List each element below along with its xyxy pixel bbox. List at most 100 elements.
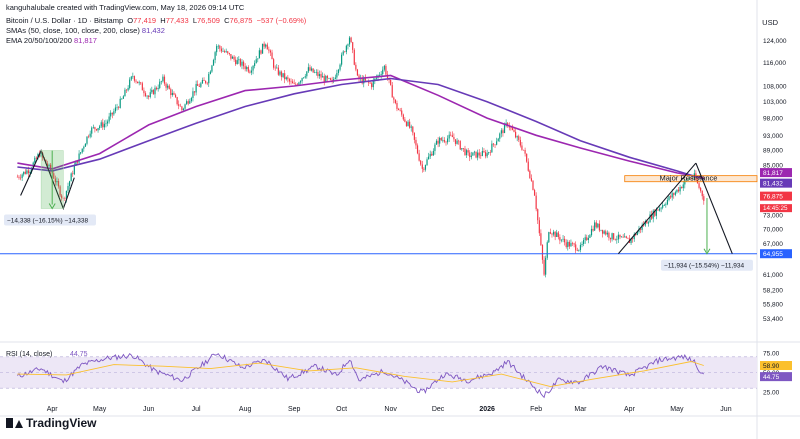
candle-body bbox=[649, 214, 651, 223]
candle-body bbox=[249, 71, 251, 73]
candle-body bbox=[462, 148, 465, 149]
candle-body bbox=[16, 176, 18, 178]
candle-body bbox=[322, 76, 324, 78]
candle-body bbox=[597, 223, 599, 228]
candle-body bbox=[407, 121, 409, 126]
candle-body bbox=[53, 173, 55, 179]
candle-body bbox=[143, 90, 145, 94]
candle-body bbox=[459, 141, 461, 150]
candle-body bbox=[480, 155, 482, 157]
time-tick-label: Jul bbox=[192, 406, 201, 413]
candle-body bbox=[601, 229, 604, 234]
candle-body bbox=[238, 59, 240, 61]
candle-body bbox=[492, 143, 495, 145]
rsi-line bbox=[17, 353, 705, 399]
candle-body bbox=[170, 89, 172, 96]
candle-body bbox=[429, 153, 431, 157]
price-label: 64,955 bbox=[763, 251, 783, 258]
candle-body bbox=[165, 83, 167, 88]
candle-body bbox=[171, 93, 173, 96]
candle-body bbox=[186, 101, 188, 105]
candle-body bbox=[312, 68, 314, 73]
candle-body bbox=[250, 70, 253, 73]
candle-body bbox=[636, 231, 638, 236]
candle-body bbox=[399, 110, 401, 111]
candle-body bbox=[573, 243, 575, 245]
candle-body bbox=[116, 107, 118, 109]
rsi-value: 44.75 bbox=[763, 374, 780, 381]
candle-body bbox=[655, 209, 657, 216]
candle-body bbox=[344, 51, 346, 53]
candle-body bbox=[269, 50, 272, 53]
candle-body bbox=[665, 204, 667, 206]
candle-body bbox=[564, 238, 566, 243]
credit-text: kanguhalubale created with TradingView.c… bbox=[6, 3, 245, 12]
symbol-header: Bitcoin / U.S. Dollar · 1D · Bitstamp O7… bbox=[6, 16, 306, 25]
candle-body bbox=[537, 209, 539, 221]
candle-body bbox=[586, 237, 588, 240]
candle-body bbox=[559, 237, 561, 241]
measure-2-label: −11,934 (−15.54%) −11,934 bbox=[664, 263, 745, 270]
candle-body bbox=[530, 178, 533, 181]
candle-body bbox=[301, 78, 303, 82]
candle-body bbox=[674, 192, 676, 195]
candle-body bbox=[690, 178, 692, 179]
candle-body bbox=[609, 237, 612, 240]
candle-body bbox=[138, 82, 140, 84]
candle-body bbox=[546, 242, 548, 258]
candle-body bbox=[510, 127, 512, 129]
candle-body bbox=[372, 80, 374, 88]
candle-body bbox=[576, 250, 578, 251]
candle-body bbox=[159, 81, 161, 89]
candle-body bbox=[442, 140, 444, 141]
candle-body bbox=[151, 89, 153, 93]
candle-body bbox=[266, 44, 268, 50]
rsi-tick-label: 25.00 bbox=[763, 390, 780, 397]
candle-body bbox=[361, 77, 363, 84]
countdown-label: 14:45:25 bbox=[763, 205, 788, 212]
candle-body bbox=[538, 220, 540, 234]
candle-body bbox=[658, 208, 661, 211]
candle-body bbox=[198, 85, 200, 87]
candle-body bbox=[178, 104, 180, 106]
candle-body bbox=[111, 112, 113, 115]
candle-body bbox=[409, 121, 411, 128]
candle-body bbox=[484, 152, 487, 157]
candle-body bbox=[587, 237, 589, 240]
candle-body bbox=[358, 75, 360, 80]
candle-body bbox=[385, 65, 387, 75]
candle-body bbox=[500, 130, 502, 134]
candle-body bbox=[113, 111, 115, 115]
candle-body bbox=[491, 143, 493, 153]
candle-body bbox=[155, 87, 158, 90]
candle-body bbox=[698, 183, 700, 188]
candle-body bbox=[328, 78, 330, 79]
candle-body bbox=[668, 196, 670, 201]
candle-body bbox=[114, 107, 117, 112]
candle-body bbox=[24, 171, 26, 174]
candle-body bbox=[567, 241, 569, 248]
rsi-label: RSI (14, close) bbox=[6, 351, 52, 358]
candle-body bbox=[353, 49, 355, 65]
candle-body bbox=[326, 75, 328, 79]
candle-body bbox=[486, 153, 488, 157]
candle-body bbox=[632, 238, 634, 240]
candle-body bbox=[236, 60, 238, 65]
candle-body bbox=[197, 83, 199, 86]
candle-body bbox=[488, 152, 490, 154]
sma-legend: SMAs (50, close, 100, close, 200, close)… bbox=[6, 26, 165, 35]
candle-body bbox=[635, 234, 637, 236]
candle-body bbox=[102, 122, 104, 128]
candle-body bbox=[99, 126, 101, 129]
candle-body bbox=[263, 43, 265, 47]
candle-body bbox=[233, 56, 235, 60]
candle-body bbox=[410, 126, 412, 128]
rsi-value-bg bbox=[760, 372, 792, 382]
candle-body bbox=[598, 223, 601, 231]
candle-body bbox=[95, 129, 98, 131]
candle-body bbox=[592, 228, 594, 231]
candle-body bbox=[627, 237, 629, 239]
candle-body bbox=[214, 52, 216, 61]
candle-body bbox=[157, 88, 159, 90]
